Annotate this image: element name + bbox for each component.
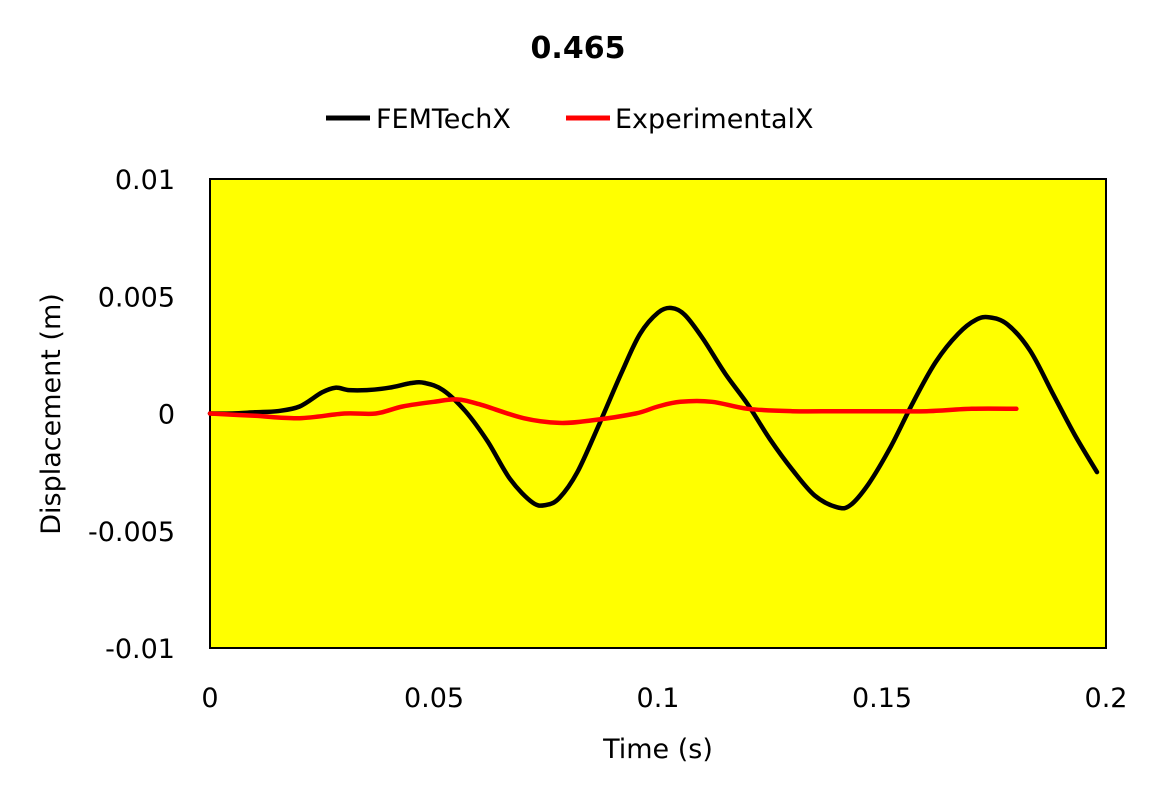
x-tick-label: 0.2 [1085, 683, 1128, 714]
y-tick-label: 0 [158, 400, 175, 431]
x-axis-label: Time (s) [602, 734, 713, 765]
legend-label-femtechx: FEMTechX [376, 104, 511, 135]
x-tick-label: 0.15 [852, 683, 912, 714]
y-tick-label: 0.005 [98, 282, 175, 313]
y-axis-ticks: 0.01 0.005 0 -0.005 -0.01 [88, 165, 175, 665]
legend: FEMTechX ExperimentalX [326, 104, 814, 135]
y-tick-label: -0.005 [88, 517, 175, 548]
y-tick-label: -0.01 [105, 634, 175, 665]
y-axis-label: Displacement (m) [36, 293, 67, 535]
x-tick-label: 0.1 [637, 683, 680, 714]
x-axis-ticks: 0 0.05 0.1 0.15 0.2 [201, 683, 1127, 714]
legend-label-experimentalx: ExperimentalX [615, 104, 814, 135]
y-tick-label: 0.01 [115, 165, 175, 196]
chart-title: 0.465 [531, 31, 626, 66]
x-tick-label: 0 [201, 683, 218, 714]
x-tick-label: 0.05 [404, 683, 464, 714]
